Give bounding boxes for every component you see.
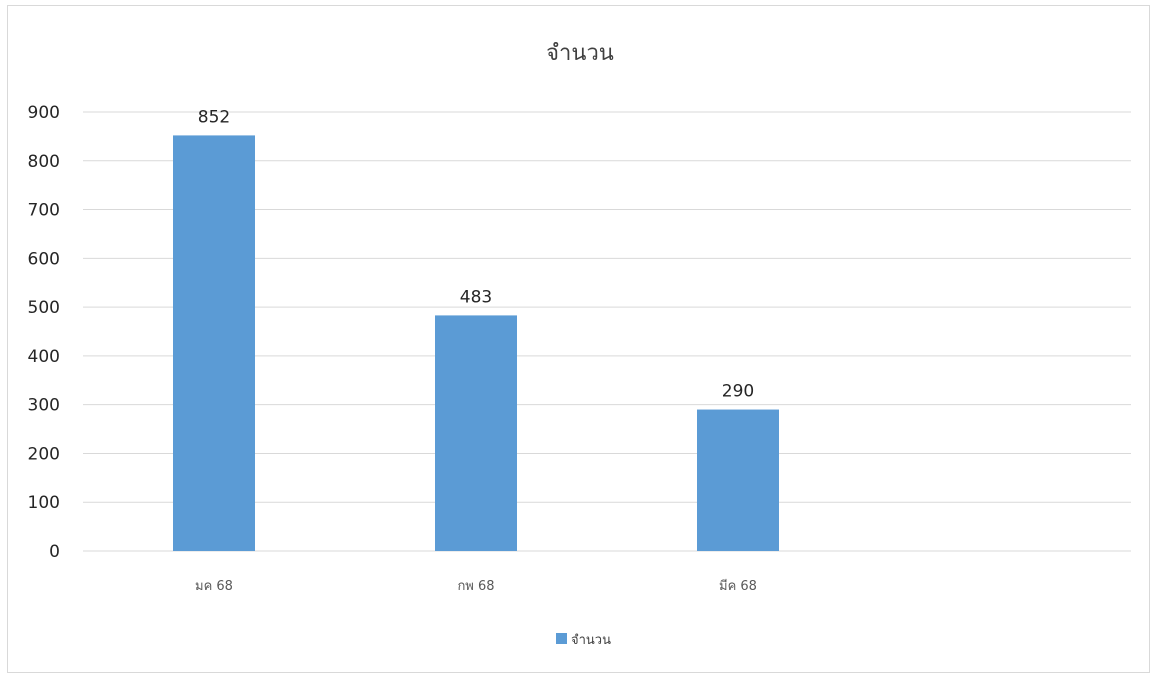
x-tick-label: กพ 68 — [457, 579, 494, 594]
y-tick-label: 100 — [28, 493, 60, 513]
data-labels: 852 483 290 — [198, 107, 754, 401]
chart-title: จำนวน — [546, 41, 614, 66]
y-tick-label: 600 — [28, 249, 60, 269]
y-tick-label: 0 — [49, 542, 60, 562]
gridlines — [83, 111, 1131, 552]
bar — [435, 315, 517, 551]
x-tick-label: มค 68 — [195, 579, 233, 594]
legend-label: จำนวน — [571, 633, 611, 648]
data-label: 483 — [460, 287, 492, 307]
y-axis-ticks: 0 100 200 300 400 500 600 700 800 900 — [28, 103, 60, 562]
data-label: 290 — [722, 382, 754, 402]
legend-swatch — [556, 633, 567, 644]
y-tick-label: 500 — [28, 298, 60, 318]
y-tick-label: 700 — [28, 201, 60, 221]
bar — [173, 135, 255, 551]
y-tick-label: 900 — [28, 103, 60, 123]
x-axis-ticks: มค 68 กพ 68 มีค 68 — [195, 578, 757, 594]
bars — [173, 135, 779, 551]
y-tick-label: 200 — [28, 444, 60, 464]
y-tick-label: 400 — [28, 347, 60, 367]
x-tick-label: มีค 68 — [719, 578, 757, 594]
y-tick-label: 800 — [28, 152, 60, 172]
bar — [697, 409, 779, 551]
legend: จำนวน — [556, 633, 611, 648]
y-tick-label: 300 — [28, 396, 60, 416]
data-label: 852 — [198, 107, 230, 127]
